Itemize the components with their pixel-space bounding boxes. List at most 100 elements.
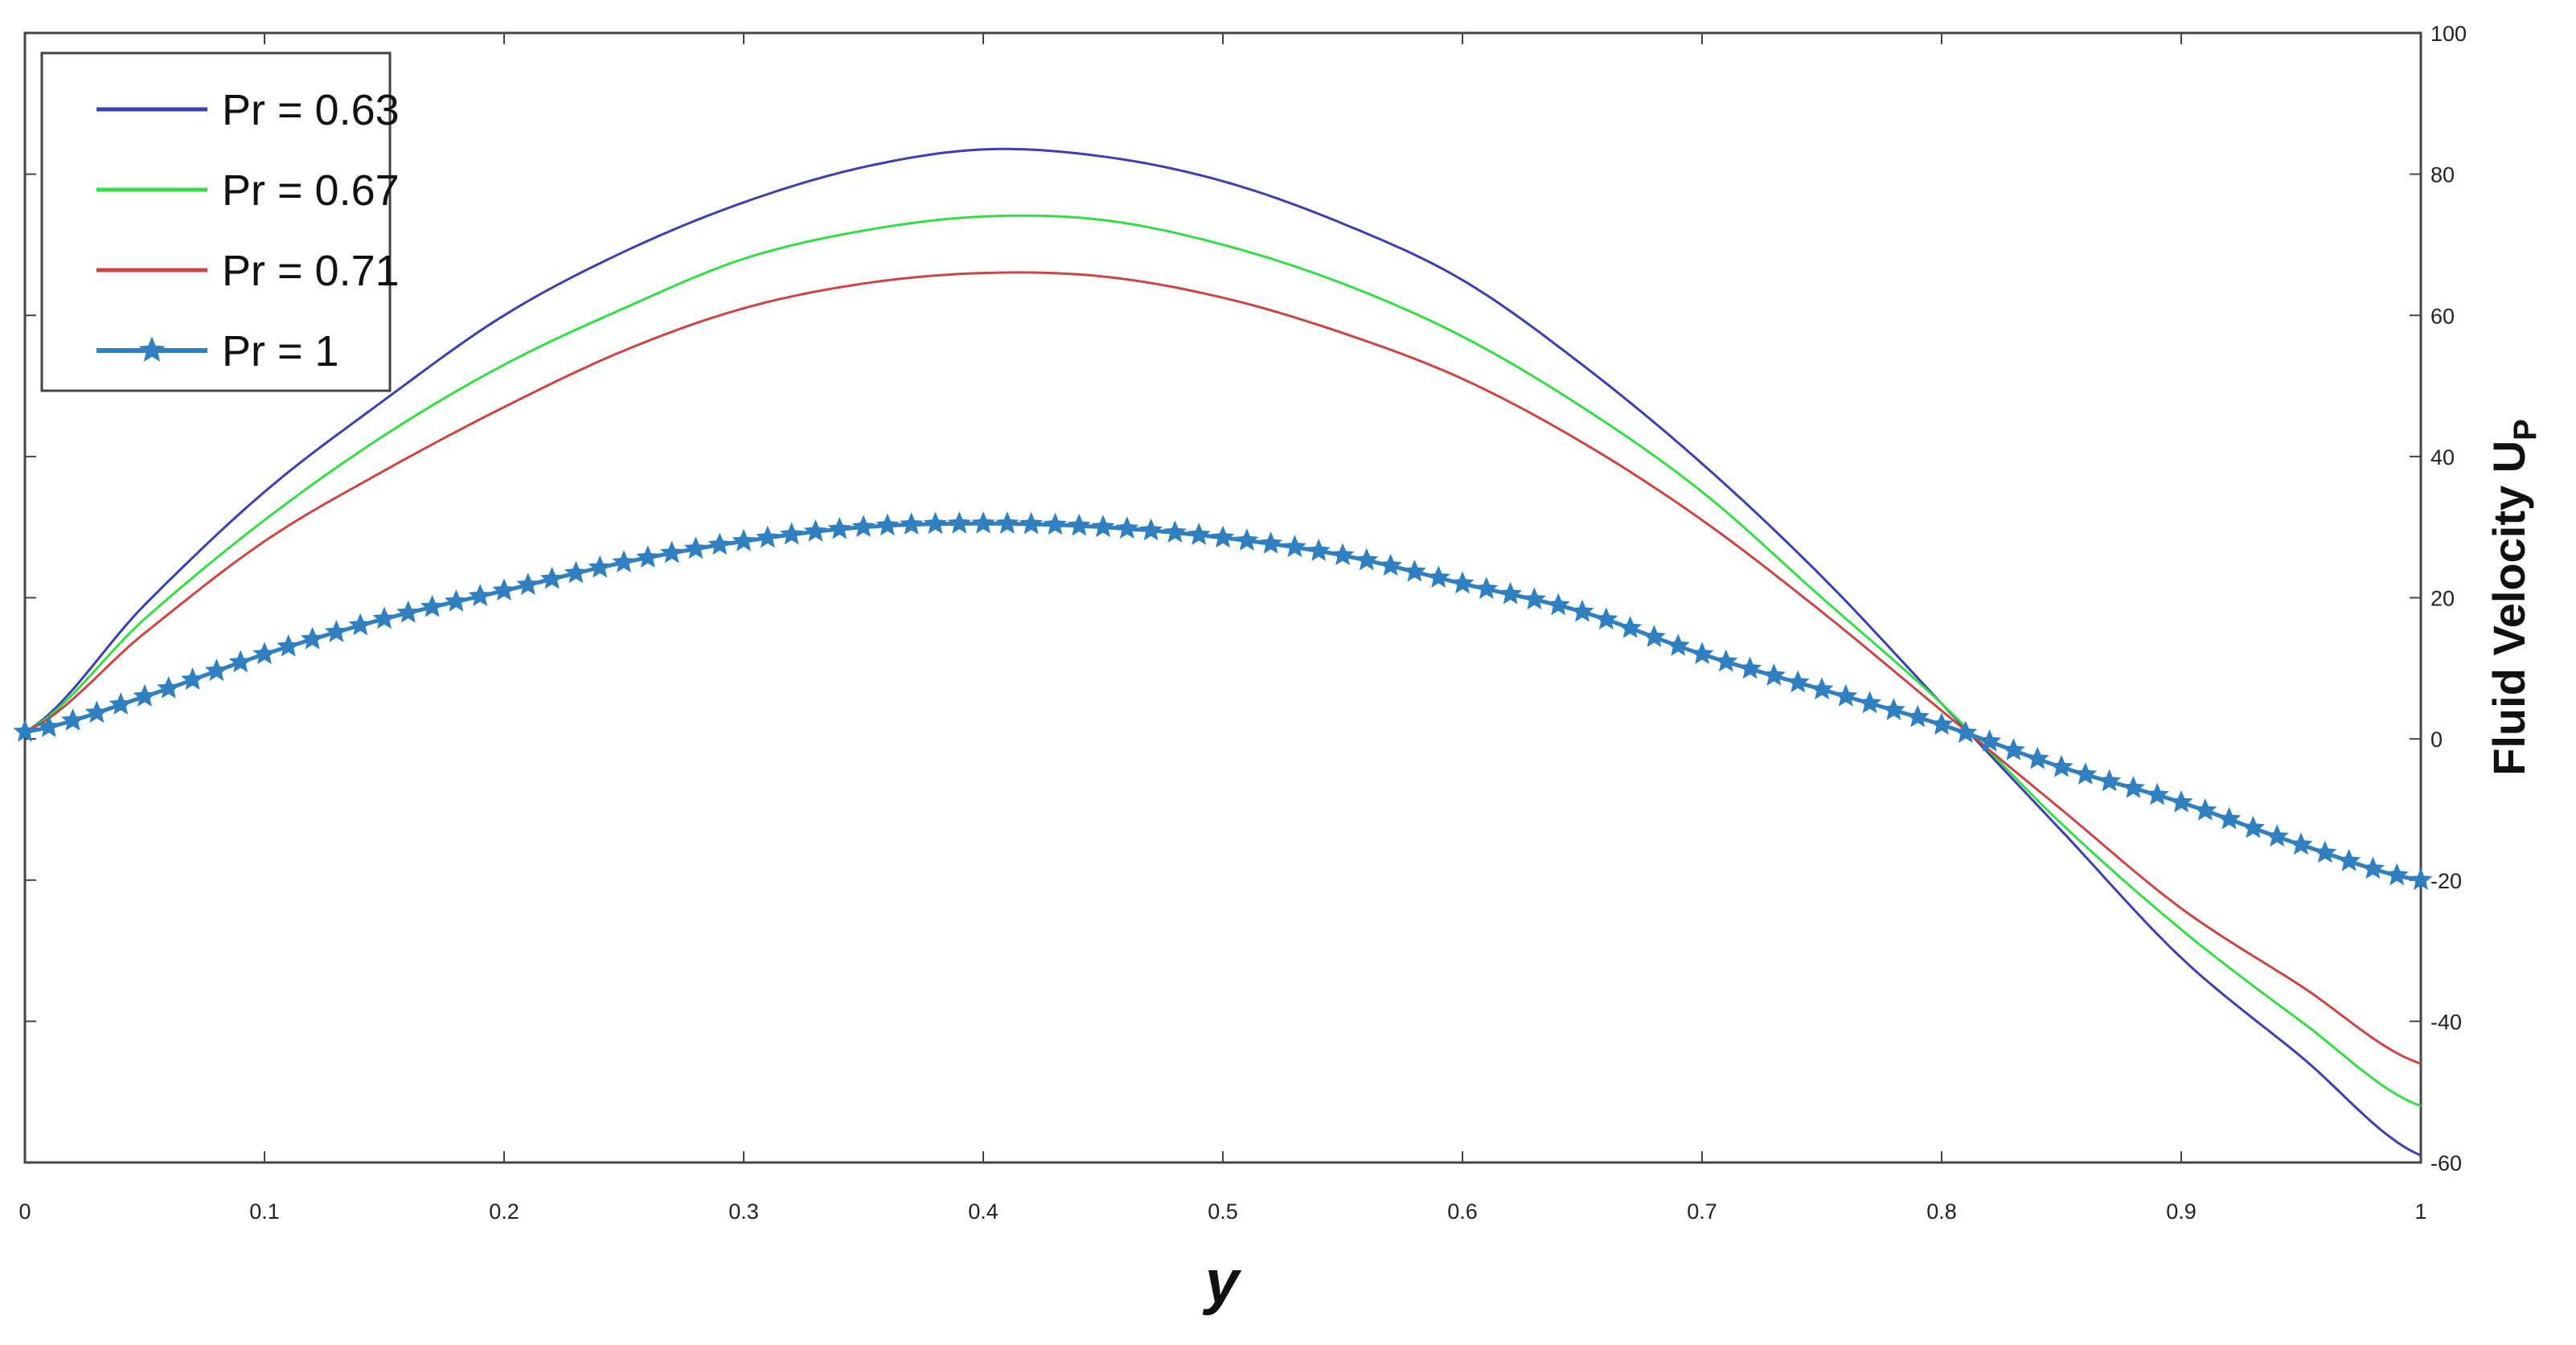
series-1 <box>24 214 2422 1108</box>
series-point <box>2074 762 2098 785</box>
series-point <box>1978 729 2002 752</box>
y-axis-label-subscript: P <box>2508 419 2543 441</box>
series-point <box>900 512 924 535</box>
series-point <box>1810 677 1834 700</box>
series-point <box>1282 535 1306 558</box>
legend-label: Pr = 0.67 <box>222 166 400 215</box>
series-point <box>2098 769 2122 792</box>
series-point <box>876 513 900 536</box>
series-point <box>252 642 277 665</box>
series-point <box>61 708 85 731</box>
series-point <box>1522 587 1546 610</box>
series-point <box>2265 824 2289 847</box>
series-point <box>2313 840 2337 863</box>
series-point <box>1043 512 1067 535</box>
series-point <box>324 620 348 642</box>
y-tick-label: -20 <box>2430 869 2462 893</box>
y-tick-label: -60 <box>2430 1151 2462 1175</box>
series-point <box>1019 511 1044 535</box>
series-point <box>2001 738 2025 761</box>
series-point <box>683 536 708 560</box>
series-point <box>947 511 971 534</box>
series-point <box>1163 520 1187 543</box>
series-point <box>1834 683 1858 707</box>
y-tick-label: 60 <box>2430 304 2455 328</box>
series-point <box>827 516 851 539</box>
series-point <box>1570 599 1594 622</box>
series-point <box>1306 539 1331 561</box>
legend: Pr = 0.63 Pr = 0.67 Pr = 0.71 Pr = 1 <box>40 51 400 392</box>
series-point <box>2289 832 2313 855</box>
series-point <box>2169 789 2193 813</box>
series-point <box>516 572 540 595</box>
series-line <box>24 214 2422 1108</box>
y-tick-label: 100 <box>2430 22 2467 46</box>
series-point <box>660 540 684 564</box>
x-tick-label: 0.3 <box>728 1199 759 1224</box>
legend-item: Pr = 0.71 <box>96 247 400 295</box>
series-point <box>780 522 804 545</box>
series-point <box>588 555 612 578</box>
series-point <box>37 715 61 737</box>
series-point <box>2409 867 2433 891</box>
legend-item: Pr = 0.63 <box>96 86 400 134</box>
series-point <box>2385 863 2409 886</box>
series-point <box>1762 663 1786 686</box>
series-point <box>540 566 564 589</box>
x-tick-label: 0.8 <box>1926 1199 1957 1224</box>
series-point <box>157 675 181 699</box>
series-point <box>1954 720 1978 744</box>
series-point <box>1450 571 1475 594</box>
x-tick-label: 0.6 <box>1447 1199 1478 1224</box>
series-point <box>1930 712 1954 735</box>
series-point <box>1235 528 1259 551</box>
series-line <box>24 271 2422 1065</box>
series-point <box>1786 670 1810 693</box>
series-point <box>492 578 516 601</box>
series-point <box>13 719 37 742</box>
x-tick-label: 0.1 <box>249 1199 280 1224</box>
series-point <box>1355 547 1379 571</box>
series-point <box>1259 531 1283 554</box>
series-point <box>803 519 827 542</box>
series-2 <box>24 271 2422 1065</box>
legend-label: Pr = 1 <box>222 327 339 375</box>
legend-label: Pr = 0.63 <box>222 86 400 134</box>
legend-item: Pr = 0.67 <box>96 166 400 215</box>
series-point <box>301 626 325 650</box>
series-point <box>1115 516 1139 539</box>
series-point <box>995 511 1019 534</box>
series-point <box>1858 691 1882 714</box>
series-point <box>564 560 588 584</box>
y-tick-label: -40 <box>2430 1010 2462 1034</box>
x-tick-label: 0 <box>18 1199 31 1224</box>
x-tick-label: 0.7 <box>1687 1199 1717 1224</box>
series-point <box>468 584 492 606</box>
series-point <box>396 600 420 623</box>
series-point <box>612 550 636 572</box>
series-0 <box>24 147 2422 1157</box>
legend-label: Pr = 0.71 <box>222 247 400 295</box>
series-point <box>1139 518 1163 541</box>
series-point <box>636 545 660 568</box>
series-point <box>133 684 157 707</box>
series-line <box>24 147 2422 1157</box>
legend-items: Pr = 0.63 Pr = 0.67 Pr = 0.71 Pr = 1 <box>96 86 400 375</box>
y-tick-label: 20 <box>2430 587 2455 611</box>
x-tick-label: 0.9 <box>2166 1199 2197 1224</box>
series-point <box>348 613 372 636</box>
series-point <box>1426 565 1450 588</box>
series-point <box>1499 581 1523 605</box>
series-point <box>2121 776 2145 798</box>
series-point <box>444 588 468 612</box>
series-point <box>971 511 995 534</box>
legend-item: Pr = 1 <box>96 327 339 375</box>
series-point <box>1714 649 1738 672</box>
series-layer <box>13 147 2433 1157</box>
y-axis-label-main: Fluid Velocity U <box>2484 441 2534 776</box>
x-tick-label: 0.5 <box>1208 1199 1238 1224</box>
x-tick-label: 0.2 <box>489 1199 519 1224</box>
series-point <box>1881 698 1905 720</box>
series-point <box>851 515 876 538</box>
